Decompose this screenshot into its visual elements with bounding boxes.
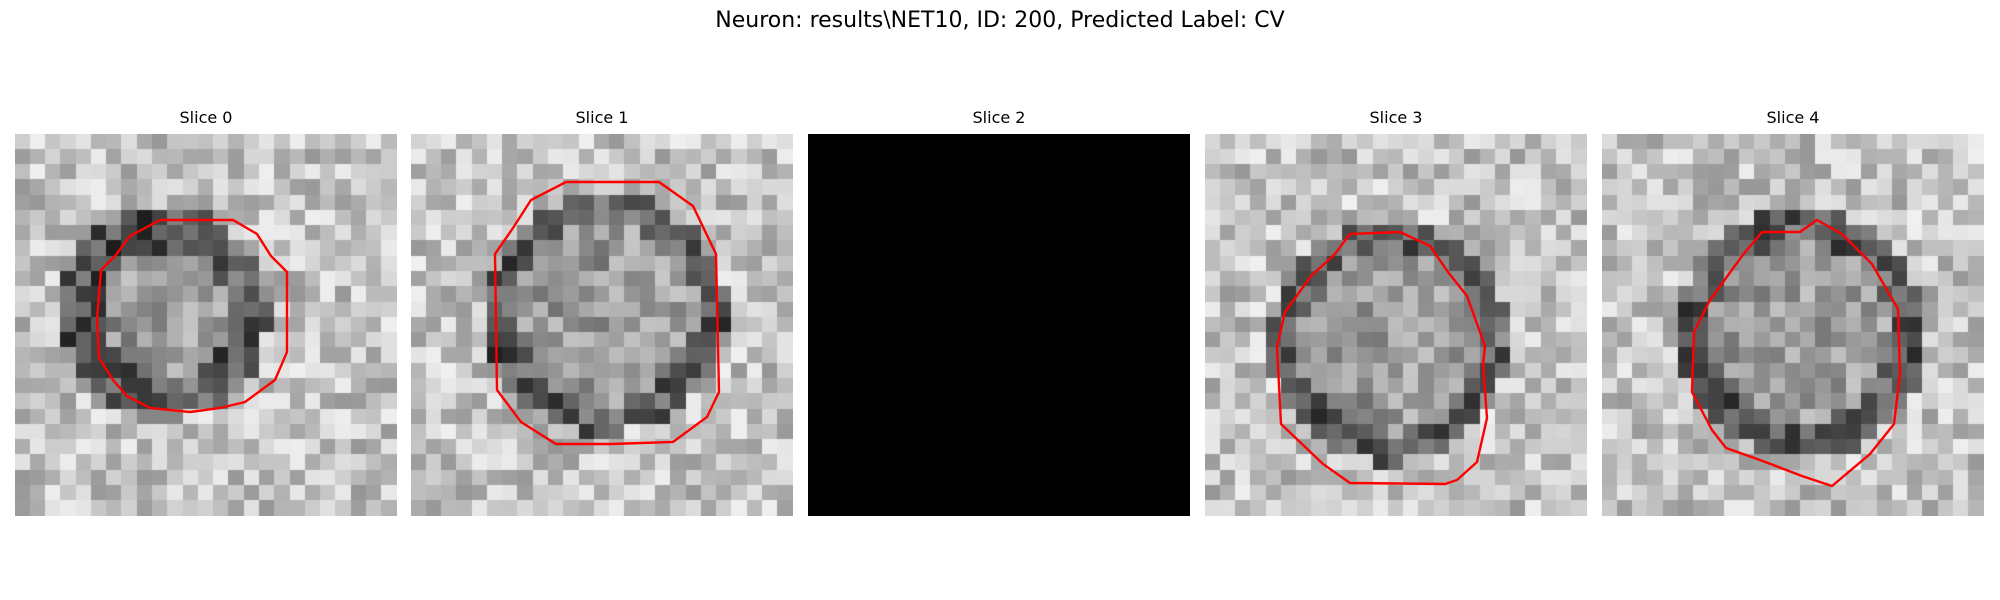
slice-image [808,134,1190,516]
slice-image [15,134,397,516]
slice-panel-1: Slice 1 [411,108,793,516]
slice-panel-3: Slice 3 [1205,108,1587,516]
slice-panel-4: Slice 4 [1602,108,1984,516]
slice-title: Slice 2 [972,108,1026,127]
slice-image [1205,134,1587,516]
slice-panel-2: Slice 2 [808,108,1190,516]
slice-title: Slice 3 [1369,108,1423,127]
roi-contour [95,218,289,414]
slice-panel-0: Slice 0 [15,108,397,516]
slice-image [411,134,793,516]
figure-title: Neuron: results\NET10, ID: 200, Predicte… [715,8,1285,33]
roi-contour [1690,218,1902,488]
roi-contour [493,180,721,446]
slice-title: Slice 1 [575,108,629,127]
slice-title: Slice 0 [179,108,233,127]
slice-title: Slice 4 [1766,108,1820,127]
roi-contour [1275,230,1489,486]
slice-image [1602,134,1984,516]
